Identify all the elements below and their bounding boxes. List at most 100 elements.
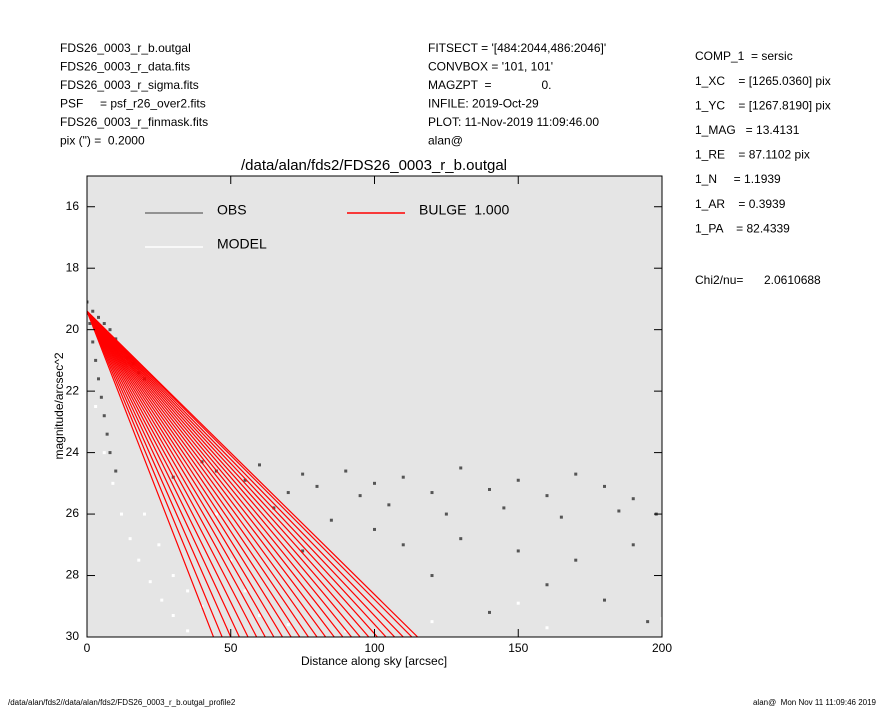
header-left-line: FDS26_0003_r_finmask.fits <box>60 115 208 129</box>
data-point <box>646 620 650 624</box>
bulge-ray <box>87 310 284 637</box>
data-point <box>430 574 434 578</box>
y-tick-label: 24 <box>66 445 80 459</box>
data-point <box>229 558 233 562</box>
header-center-line: CONVBOX = '101, 101' <box>428 60 553 74</box>
data-point <box>99 395 103 399</box>
legend-label: BULGE 1.000 <box>419 202 509 218</box>
data-point <box>559 515 563 519</box>
header-center-line: PLOT: 11-Nov-2019 11:09:46.00 <box>428 115 599 129</box>
data-point <box>545 583 549 587</box>
data-point <box>488 610 491 614</box>
data-point <box>401 475 405 479</box>
data-point <box>401 543 405 547</box>
bulge-ray <box>87 310 344 637</box>
data-point <box>444 512 448 516</box>
data-point <box>286 623 290 627</box>
data-point <box>272 506 276 510</box>
bulge-ray <box>87 310 301 637</box>
data-point <box>286 491 290 495</box>
data-point <box>574 472 578 476</box>
header-right-line: 1_RE = 87.1102 pix <box>695 148 810 162</box>
data-point <box>91 340 95 344</box>
data-point <box>143 512 146 516</box>
header-left-line: pix (") = 0.2000 <box>60 134 145 148</box>
data-point <box>102 451 106 455</box>
bulge-ray <box>87 310 396 637</box>
bulge-ray <box>87 310 370 637</box>
data-point <box>143 377 146 381</box>
y-tick-label: 16 <box>66 199 80 213</box>
header-right-line: 1_MAG = 13.4131 <box>695 123 800 137</box>
data-point <box>108 451 112 455</box>
data-point <box>545 494 549 498</box>
data-point <box>574 558 578 562</box>
data-point <box>258 613 261 617</box>
data-point <box>186 589 190 593</box>
data-point <box>171 613 175 617</box>
y-tick-label: 18 <box>66 260 80 274</box>
data-point <box>430 491 434 495</box>
data-point <box>137 558 141 562</box>
data-point <box>102 414 106 418</box>
data-point <box>344 469 348 473</box>
bulge-ray <box>87 310 378 637</box>
data-point <box>301 472 305 476</box>
chi2-label: Chi2/nu= <box>695 273 743 287</box>
y-tick-label: 20 <box>66 322 80 336</box>
data-point <box>186 629 190 633</box>
y-axis-label: magnitude/arcsec^2 <box>52 352 66 459</box>
data-point <box>545 626 549 630</box>
data-point <box>603 484 606 488</box>
data-point <box>373 481 376 485</box>
x-tick-label: 50 <box>224 641 238 655</box>
data-point <box>631 543 635 547</box>
header-center-line: MAGZPT = 0. <box>428 78 551 92</box>
plot-background <box>87 176 662 637</box>
bulge-ray <box>87 310 249 637</box>
bulge-ray <box>87 310 361 637</box>
bulge-ray <box>87 310 327 637</box>
data-point <box>358 494 362 498</box>
y-tick-label: 26 <box>66 506 80 520</box>
data-point <box>160 598 164 602</box>
data-point <box>488 487 491 491</box>
y-tick-label: 28 <box>66 568 80 582</box>
bulge-ray <box>87 310 266 637</box>
bulge-ray <box>87 310 335 637</box>
bulge-ray <box>87 310 309 637</box>
footer-right: alan@ Mon Nov 11 11:09:46 2019 <box>753 698 877 707</box>
header-center-line: alan@ <box>428 134 463 148</box>
data-point <box>243 589 247 593</box>
x-tick-label: 150 <box>508 641 528 655</box>
x-tick-label: 100 <box>364 641 384 655</box>
header-right-line: COMP_1 = sersic <box>695 49 793 63</box>
header-center-line: INFILE: 2019-Oct-29 <box>428 97 539 111</box>
data-point <box>94 358 98 362</box>
legend-label: MODEL <box>217 236 267 252</box>
data-point <box>97 315 100 319</box>
plot-area <box>87 300 662 637</box>
data-point <box>516 478 520 482</box>
data-point <box>120 512 123 516</box>
chi2-value: 2.0610688 <box>764 273 821 287</box>
header-left-line: FDS26_0003_r_sigma.fits <box>60 78 199 92</box>
y-tick-label: 22 <box>66 383 80 397</box>
bulge-ray <box>87 310 387 637</box>
bulge-ray <box>87 310 413 637</box>
x-tick-label: 200 <box>652 641 672 655</box>
data-point <box>214 512 218 516</box>
bulge-ray <box>87 310 258 637</box>
data-point <box>157 543 161 547</box>
bulge-ray <box>87 310 292 637</box>
data-point <box>87 300 89 304</box>
header-left-line: PSF = psf_r26_over2.fits <box>60 97 206 111</box>
data-point <box>603 598 606 602</box>
data-point <box>108 328 112 332</box>
data-point <box>502 506 506 510</box>
data-point <box>631 497 635 501</box>
data-point <box>102 322 106 326</box>
bulge-ray <box>87 310 318 637</box>
bulge-ray <box>87 310 275 637</box>
bulge-ray <box>87 311 215 637</box>
